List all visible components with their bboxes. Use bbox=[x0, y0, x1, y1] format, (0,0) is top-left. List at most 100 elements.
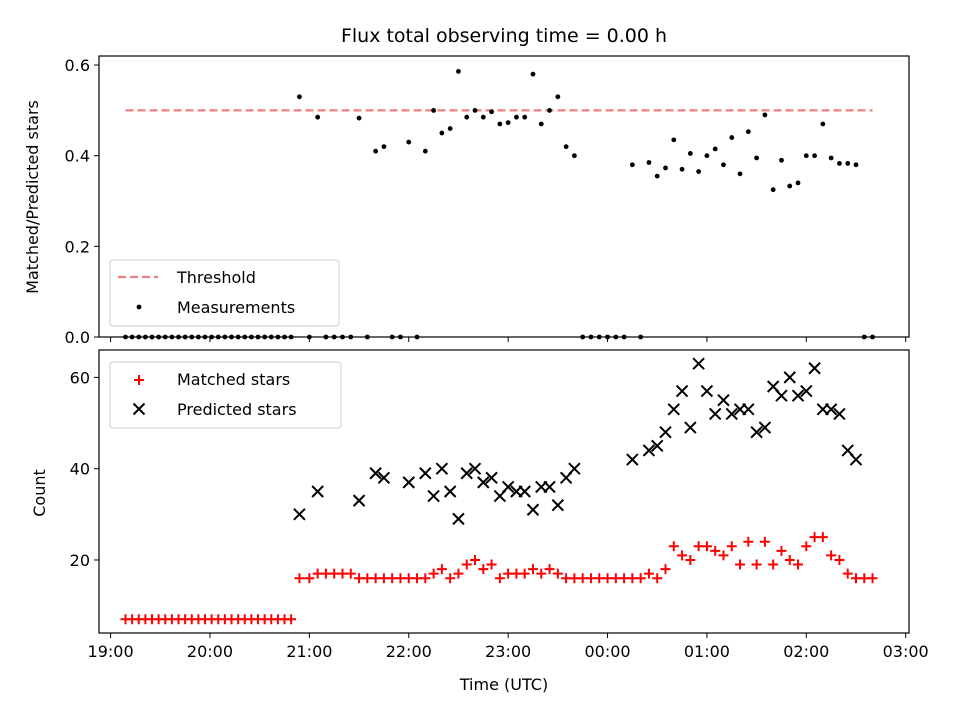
predicted-stars-point bbox=[402, 476, 415, 489]
predicted-stars-point bbox=[352, 494, 366, 507]
measurement-point bbox=[646, 160, 652, 165]
predicted-stars-legend-label: Predicted stars bbox=[177, 400, 297, 419]
matched-stars-point bbox=[867, 573, 878, 584]
measurement-point bbox=[654, 173, 660, 179]
x-tick-label: 21:00 bbox=[286, 642, 332, 661]
matched-stars-point bbox=[286, 614, 297, 625]
matched-stars-point bbox=[420, 573, 431, 584]
matched-stars-point bbox=[294, 573, 305, 584]
measurement-point bbox=[696, 169, 702, 174]
measurement-point bbox=[787, 183, 793, 189]
ratio-legend: Threshold Measurements bbox=[109, 259, 340, 327]
measurement-point bbox=[779, 157, 784, 163]
ratio-y-tick-label: 0.6 bbox=[65, 56, 90, 75]
x-tick-label: 20:00 bbox=[187, 642, 233, 661]
measurement-point bbox=[514, 114, 519, 120]
predicted-stars-point bbox=[758, 421, 772, 434]
matched-stars-point bbox=[776, 545, 787, 556]
matched-stars-point bbox=[544, 564, 555, 575]
measurement-point bbox=[422, 148, 428, 154]
matched-stars-point bbox=[304, 573, 315, 584]
matched-stars-point bbox=[660, 564, 671, 575]
predicted-stars-point bbox=[824, 403, 838, 416]
measurement-point bbox=[497, 121, 503, 127]
measurement-point bbox=[828, 155, 834, 161]
measurement-point bbox=[538, 121, 544, 127]
predicted-stars-point bbox=[717, 394, 730, 407]
predicted-stars-point bbox=[708, 407, 722, 421]
measurement-point bbox=[820, 121, 826, 127]
matched-stars-point bbox=[842, 568, 853, 579]
measurement-point bbox=[671, 137, 677, 143]
predicted-stars-point bbox=[700, 384, 714, 398]
measurement-point bbox=[754, 155, 760, 161]
measurement-point bbox=[356, 115, 362, 121]
matched-stars-point bbox=[710, 545, 721, 556]
predicted-stars-point bbox=[468, 462, 482, 475]
measurement-point bbox=[373, 148, 379, 154]
measurement-point bbox=[456, 69, 461, 74]
predicted-stars-point bbox=[642, 444, 656, 457]
ratio-y-tick-label: 0.2 bbox=[65, 237, 90, 256]
predicted-stars-point bbox=[477, 476, 490, 489]
matched-stars-point bbox=[643, 568, 654, 579]
predicted-stars-point bbox=[369, 467, 382, 480]
predicted-stars-point bbox=[518, 485, 531, 498]
measurement-point bbox=[770, 187, 776, 193]
matched-stars-point bbox=[519, 568, 530, 579]
predicted-stars-point bbox=[293, 508, 306, 521]
predicted-stars-point bbox=[543, 480, 556, 494]
matched-stars-point bbox=[345, 568, 356, 579]
predicted-stars-point bbox=[659, 425, 672, 439]
measurement-point bbox=[687, 151, 693, 156]
measurement-point bbox=[712, 146, 718, 152]
x-tick-label: 22:00 bbox=[386, 642, 432, 661]
matched-stars-point bbox=[784, 554, 795, 565]
ratio-panel: 0.0 0.2 0.4 0.6 bbox=[65, 55, 910, 347]
matched-stars-legend-swatch bbox=[134, 375, 144, 385]
x-tick-label: 03:00 bbox=[883, 642, 929, 661]
matched-stars-point bbox=[461, 559, 472, 570]
measurement-point bbox=[803, 153, 809, 159]
matched-stars-point bbox=[701, 541, 712, 552]
measurement-point bbox=[721, 162, 726, 168]
predicted-stars-point bbox=[750, 425, 763, 439]
measurement-point bbox=[812, 153, 817, 159]
matched-stars-point bbox=[677, 550, 688, 561]
matched-stars-point bbox=[494, 573, 505, 584]
measurement-point bbox=[729, 135, 735, 140]
matched-stars-point bbox=[726, 541, 737, 552]
measurements-legend-swatch bbox=[136, 304, 142, 310]
measurement-point bbox=[737, 171, 743, 177]
count-axes-frame bbox=[98, 349, 910, 634]
measurement-point bbox=[795, 180, 801, 186]
predicted-stars-point bbox=[311, 485, 324, 498]
predicted-stars-legend-swatch bbox=[132, 402, 146, 416]
matched-stars-legend-label: Matched stars bbox=[177, 370, 290, 389]
ratio-axes-frame bbox=[98, 55, 910, 338]
measurement-point bbox=[464, 114, 470, 120]
predicted-stars-point bbox=[452, 512, 465, 526]
matched-stars-point bbox=[817, 532, 828, 543]
ratio-y-tick-label: 0.0 bbox=[65, 328, 90, 347]
predicted-stars-point bbox=[684, 421, 697, 434]
predicted-stars-point bbox=[800, 384, 813, 398]
predicted-stars-point bbox=[742, 403, 755, 416]
time-axis-label: Time (UTC) bbox=[459, 675, 548, 694]
measurement-point bbox=[853, 162, 859, 168]
matched-stars-point bbox=[635, 573, 646, 584]
legend-box bbox=[109, 361, 342, 429]
matched-stars-point bbox=[668, 541, 679, 552]
matched-stars-point bbox=[743, 536, 754, 547]
matched-stars-point bbox=[685, 554, 696, 565]
measurement-point bbox=[480, 114, 486, 120]
predicted-stars-point bbox=[667, 403, 680, 416]
measurement-point bbox=[555, 94, 561, 100]
count-axis-label: Count bbox=[30, 469, 49, 517]
measurement-point bbox=[547, 107, 552, 113]
chart-title: Flux total observing time = 0.00 h bbox=[341, 25, 667, 47]
predicted-stars-point bbox=[626, 453, 639, 466]
matched-stars-point bbox=[453, 568, 464, 579]
predicted-stars-point bbox=[377, 471, 391, 485]
measurement-point bbox=[679, 166, 685, 172]
